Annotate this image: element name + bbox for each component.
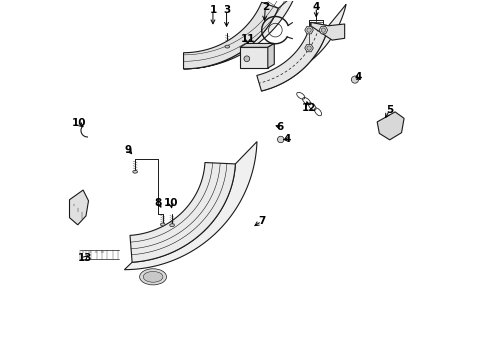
- Polygon shape: [304, 44, 313, 52]
- Polygon shape: [183, 0, 296, 69]
- Text: 4: 4: [283, 135, 290, 144]
- Text: 8: 8: [155, 198, 162, 208]
- Circle shape: [306, 46, 310, 50]
- Circle shape: [321, 28, 325, 32]
- Polygon shape: [376, 112, 403, 140]
- Polygon shape: [124, 141, 257, 270]
- Polygon shape: [256, 22, 328, 91]
- Polygon shape: [239, 44, 274, 47]
- Ellipse shape: [160, 223, 165, 226]
- Text: 7: 7: [258, 216, 265, 226]
- Ellipse shape: [143, 271, 163, 282]
- Text: 13: 13: [78, 253, 92, 263]
- Text: 11: 11: [240, 35, 254, 44]
- Text: 6: 6: [276, 122, 284, 132]
- Circle shape: [306, 28, 310, 32]
- Circle shape: [351, 76, 358, 83]
- Text: 2: 2: [261, 2, 268, 12]
- Text: 10: 10: [71, 118, 86, 129]
- Text: 5: 5: [386, 105, 392, 115]
- Text: 1: 1: [209, 5, 216, 15]
- Circle shape: [277, 136, 284, 143]
- Polygon shape: [304, 26, 313, 34]
- Text: 12: 12: [301, 103, 316, 113]
- Polygon shape: [130, 162, 235, 262]
- Polygon shape: [69, 190, 88, 225]
- Polygon shape: [261, 4, 346, 91]
- Bar: [239, 47, 267, 68]
- Polygon shape: [183, 2, 278, 69]
- Text: 4: 4: [312, 2, 319, 12]
- Text: 4: 4: [354, 72, 362, 82]
- Ellipse shape: [139, 269, 166, 285]
- Polygon shape: [319, 26, 327, 34]
- Ellipse shape: [169, 224, 174, 227]
- Text: 3: 3: [223, 5, 230, 15]
- Polygon shape: [310, 22, 344, 40]
- Ellipse shape: [133, 170, 137, 173]
- Polygon shape: [267, 44, 274, 68]
- Circle shape: [244, 56, 249, 62]
- Text: 10: 10: [163, 198, 178, 208]
- Ellipse shape: [224, 45, 229, 48]
- Text: 9: 9: [124, 144, 132, 154]
